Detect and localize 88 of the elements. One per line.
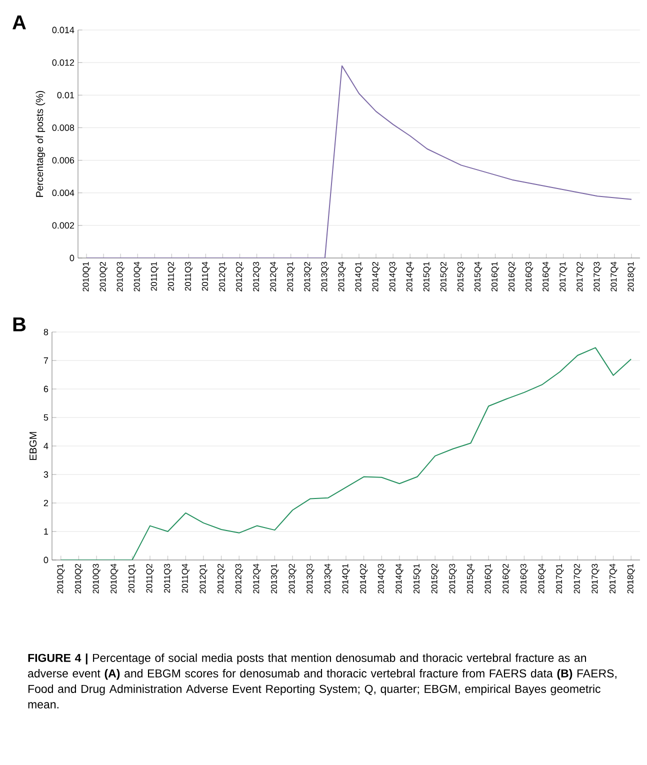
y-tick-label: 0 — [44, 556, 48, 564]
x-tick-label: 2010Q3 — [116, 262, 124, 292]
x-tick-label: 2010Q1 — [57, 564, 65, 594]
x-tick-label: 2016Q2 — [502, 564, 510, 594]
x-tick-label: 2015Q2 — [440, 262, 448, 292]
x-tick-label: 2016Q1 — [484, 564, 492, 594]
x-tick-label: 2013Q4 — [338, 262, 346, 292]
x-tick-label: 2015Q4 — [466, 564, 474, 594]
x-tick-label: 2013Q2 — [288, 564, 296, 594]
x-tick-label: 2010Q2 — [74, 564, 82, 594]
x-tick-label: 2014Q4 — [406, 262, 414, 292]
x-tick-label: 2011Q3 — [164, 564, 172, 593]
chart-title: B — [13, 318, 26, 332]
x-tick-label: 2011Q3 — [184, 262, 192, 291]
y-tick-label: 7 — [44, 357, 48, 364]
x-tick-label: 2017Q3 — [594, 262, 602, 292]
x-tick-label: 2015Q1 — [414, 564, 422, 594]
x-tick-label: 2014Q2 — [372, 262, 380, 292]
x-tick-label: 2013Q2 — [304, 262, 312, 292]
x-tick-label: 2017Q4 — [610, 564, 618, 594]
x-tick-label: 2015Q3 — [449, 564, 457, 594]
x-tick-label: 2016Q3 — [520, 564, 528, 594]
x-tick-label: 2011Q2 — [168, 262, 176, 291]
x-tick-label: 2017Q2 — [574, 564, 582, 594]
x-tick-label: 2010Q4 — [110, 564, 118, 594]
x-tick-label: 2016Q2 — [508, 262, 516, 292]
y-tick-label: 0.008 — [52, 124, 74, 131]
x-tick-label: 2015Q4 — [474, 262, 482, 292]
x-tick-label: 2013Q1 — [287, 262, 295, 292]
x-tick-label: 2017Q3 — [592, 564, 600, 594]
x-tick-label: 2017Q2 — [576, 262, 584, 292]
y-tick-label: 2 — [44, 500, 48, 506]
chart-title: A — [12, 16, 26, 30]
x-tick-label: 2010Q2 — [100, 262, 108, 292]
x-tick-label: 2013Q4 — [324, 564, 332, 594]
y-tick-label: 0 — [70, 254, 74, 262]
x-tick-label: 2011Q1 — [150, 262, 158, 291]
x-tick-label: 2010Q1 — [82, 262, 90, 292]
x-tick-label: 2018Q1 — [627, 564, 635, 594]
y-tick-label: 0.004 — [52, 190, 74, 196]
x-tick-label: 2012Q4 — [253, 564, 261, 594]
x-tick-label: 2012Q1 — [218, 262, 227, 292]
x-tick-label: 2016Q1 — [491, 262, 499, 292]
x-tick-label: 2016Q4 — [538, 564, 546, 594]
x-tick-label: 2014Q2 — [360, 564, 368, 594]
x-tick-label: 2017Q1 — [556, 564, 564, 594]
y-tick-label: 0.006 — [52, 157, 74, 164]
x-tick-label: 2011Q4 — [182, 564, 190, 593]
x-tick-label: 2015Q1 — [423, 262, 431, 292]
x-tick-label: 2016Q4 — [542, 262, 550, 292]
y-tick-label: 4 — [44, 442, 48, 450]
y-tick-label: 0.002 — [52, 222, 74, 229]
x-tick-label: 2010Q4 — [134, 262, 142, 292]
x-tick-label: 2014Q3 — [389, 262, 397, 292]
y-tick-label: 6 — [44, 386, 48, 392]
y-tick-label: 5 — [44, 414, 48, 421]
x-tick-label: 2013Q3 — [321, 262, 329, 292]
y-axis-title: EBGM — [30, 432, 37, 460]
x-tick-label: 2014Q1 — [355, 262, 363, 292]
x-tick-label: 2013Q1 — [270, 564, 278, 594]
x-tick-label: 2018Q1 — [628, 262, 636, 292]
x-tick-label: 2012Q1 — [200, 564, 208, 594]
x-tick-label: 2017Q4 — [610, 262, 618, 292]
x-tick-label: 2011Q4 — [202, 262, 210, 291]
x-tick-label: 2016Q3 — [526, 262, 534, 292]
y-tick-label: 3 — [44, 471, 48, 478]
x-tick-label: 2012Q2 — [236, 262, 244, 292]
x-tick-label: 2015Q3 — [457, 262, 465, 292]
y-tick-label: 8 — [44, 328, 48, 336]
x-tick-label: 2012Q2 — [218, 564, 226, 594]
text: FIGURE 4 | Percentage of social media posts that mention denosumab and thoracic vertebral fracture as an adverse event (A) and EBGM scores for denosumab and thoracic vertebral fracture from FAERS data (B) FAERS, Food and Drug Administration Adverse Event Reporting System; Q, quarter; EBGM, empirical Bayes geometric mean. — [28, 654, 616, 708]
x-tick-label: 2013Q3 — [306, 564, 314, 594]
x-tick-label: 2012Q4 — [270, 262, 278, 292]
x-tick-label: 2014Q4 — [396, 564, 404, 594]
x-tick-label: 2017Q1 — [560, 262, 568, 292]
y-axis-title: Percentage of posts (%) — [36, 90, 46, 197]
y-tick-label: 1 — [44, 528, 48, 535]
x-tick-label: 2011Q2 — [146, 564, 154, 593]
x-tick-label: 2012Q3 — [235, 564, 243, 594]
y-tick-label: 0.01 — [57, 92, 74, 98]
y-tick-label: 0.014 — [52, 26, 74, 34]
x-tick-label: 2012Q3 — [253, 262, 261, 292]
x-tick-label: 2011Q1 — [128, 564, 136, 593]
y-tick-label: 0.012 — [52, 59, 74, 66]
x-tick-label: 2015Q2 — [431, 564, 439, 594]
x-tick-label: 2014Q3 — [378, 564, 386, 594]
x-tick-label: 2014Q1 — [342, 564, 350, 594]
x-tick-label: 2010Q3 — [92, 564, 100, 594]
